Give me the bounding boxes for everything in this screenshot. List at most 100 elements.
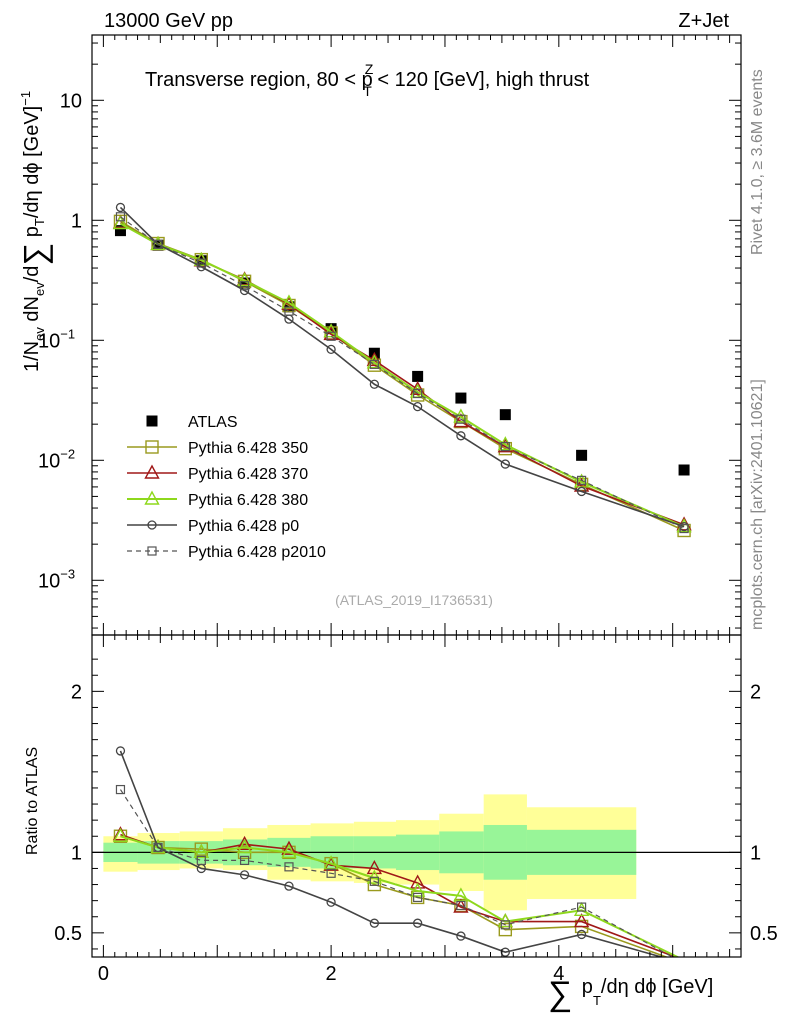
main-y-axis-label: 1/Nev dNev/d∑ pT/dη dϕ [GeV]−1 (17, 91, 53, 372)
main-point-p380-9 (497, 436, 513, 451)
legend: ATLAS Pythia 6.428 350 Pythia 6.428 370 Pyt… (127, 414, 326, 561)
ratio-point-p380-1 (150, 839, 166, 854)
process-label: Z+Jet (678, 10, 729, 32)
main-point-p2010-7 (413, 388, 423, 399)
ratio-point-p380-7 (409, 882, 426, 897)
main-ytick-label-3: 10−2 (38, 446, 75, 472)
main-point-p350-3 (237, 274, 252, 289)
main-ytick-label-0: 10 (60, 90, 82, 112)
legend-entry-p380: Pythia 6.428 380 (127, 490, 308, 509)
ratio-point-p350-2 (194, 842, 209, 856)
main-ytick-label-base: 10 (60, 90, 82, 112)
main-point-p0-7 (412, 401, 423, 412)
ratio-y-axis-label: Ratio to ATLAS (24, 747, 41, 855)
plot-title-sup: Z (365, 61, 374, 77)
ratio-point-p2010-8 (456, 900, 466, 911)
y-label-part-d: p (21, 226, 43, 243)
ratio-point-p350-9 (498, 922, 513, 937)
main-point-atlas-8 (455, 392, 467, 404)
main-series-layer (112, 202, 692, 538)
main-point-p0-8 (456, 431, 466, 441)
main-point-p2010-0 (115, 212, 126, 222)
ratio-frame (91, 634, 742, 958)
ratio-point-p380-4 (281, 843, 297, 859)
x-label-sub-t: T (593, 993, 601, 1008)
legend-entry-p0: Pythia 6.428 p0 (127, 518, 299, 535)
legend-marker-p0 (147, 520, 157, 530)
ratio-point-p2010-5 (326, 868, 336, 878)
ratio-point-p370-3 (236, 835, 253, 850)
ratio-point-p0-7 (412, 918, 423, 928)
main-ytick-label-exp: −2 (60, 446, 75, 461)
legend-label-p0: Pythia 6.428 p0 (188, 518, 299, 535)
ratio-point-p2010-0 (115, 784, 126, 795)
ratio-point-p370-6 (366, 859, 383, 875)
ratio-point-p0-4 (284, 881, 294, 891)
analysis-id: (ATLAS_2019_I1736531) (335, 592, 493, 608)
y-label-part-c: /d (21, 266, 43, 283)
y-label-part-b: dN (21, 296, 43, 327)
main-point-p370-7 (409, 380, 426, 396)
legend-label-p370: Pythia 6.428 370 (188, 466, 308, 483)
rivet-version-label: Rivet 4.1.0, ≥ 3.6M events (749, 69, 766, 255)
main-point-p0-6 (369, 379, 380, 389)
ratio-ytick-label-right-2: 0.5 (750, 923, 778, 945)
ratio-ytick-label-left-2: 0.5 (54, 923, 82, 945)
x-axis-label: ∑ pT/dη dϕ [GeV] (548, 975, 713, 1013)
ratio-point-p2010-7 (413, 892, 423, 903)
x-label-sum: ∑ (548, 975, 572, 1013)
ratio-line-p0 (119, 750, 665, 957)
ratio-ytick-label-right-0: 2 (750, 681, 761, 703)
legend-marker-p2010 (147, 546, 157, 556)
main-point-atlas-11 (678, 464, 690, 476)
ratio-line-p380 (120, 835, 680, 957)
main-point-p2010-2 (196, 258, 206, 268)
main-ytick-label-base: 10 (38, 330, 60, 352)
ratio-line-p350 (120, 835, 669, 957)
x-tick-label-0: 0 (98, 963, 109, 985)
main-point-p2010-6 (369, 359, 379, 369)
ratio-point-p0-9 (500, 947, 510, 957)
ratio-point-p2010-10 (576, 902, 587, 912)
ratio-point-p370-0 (112, 826, 129, 841)
ratio-point-p2010-3 (239, 855, 250, 866)
ratio-series-p2010 (115, 784, 674, 957)
ratio-ytick-label-left-1: 1 (71, 842, 82, 864)
ratio-point-p0-3 (239, 870, 250, 880)
main-ytick-label-base: 10 (38, 570, 60, 592)
ratio-series-layer (112, 746, 680, 957)
legend-entry-p2010: Pythia 6.428 p2010 (127, 544, 326, 561)
main-line-p0 (119, 206, 685, 528)
ratio-point-p2010-1 (153, 842, 163, 853)
main-line-p2010 (120, 216, 685, 530)
legend-entry-p350: Pythia 6.428 350 (127, 440, 308, 457)
y-label-sub-t: T (32, 218, 47, 226)
main-point-p2010-10 (576, 475, 587, 485)
legend-label-p380: Pythia 6.428 380 (188, 492, 308, 509)
ratio-point-p0-6 (369, 918, 380, 928)
legend-marker-p370 (144, 464, 160, 479)
legend-marker-atlas (146, 415, 158, 427)
ratio-point-p0-8 (456, 931, 466, 941)
ratio-axes: 2 2 1 1 0.5 0.5 0 2 4 (54, 634, 778, 985)
ratio-point-p370-4 (281, 840, 297, 855)
main-point-atlas-10 (576, 449, 588, 461)
main-point-p0-9 (500, 459, 510, 469)
ratio-point-p380-2 (193, 843, 209, 859)
main-point-p2010-8 (456, 414, 466, 424)
ratio-point-p380-0 (112, 827, 129, 842)
y-label-sub-ev-1: ev (32, 327, 47, 341)
main-point-atlas-3 (239, 277, 251, 289)
plot-title-main: Transverse region, 80 < p (145, 69, 373, 91)
plot-title-sub: T (363, 83, 372, 99)
mcplots-label: mcplots.cern.ch [arXiv:2401.10621] (749, 379, 766, 630)
x-label-p: p (576, 976, 593, 998)
y-label-part-e: /dη dϕ [GeV] (21, 106, 43, 218)
ratio-point-p380-3 (236, 839, 253, 854)
plot-title: Transverse region, 80 < pZ T < 120 [GeV],… (145, 61, 590, 99)
ratio-point-p380-8 (453, 887, 469, 902)
main-point-p380-1 (150, 235, 166, 251)
main-point-p2010-3 (239, 281, 250, 291)
x-tick-label-1: 2 (326, 963, 337, 985)
energy-label: 13000 GeV pp (104, 10, 233, 32)
